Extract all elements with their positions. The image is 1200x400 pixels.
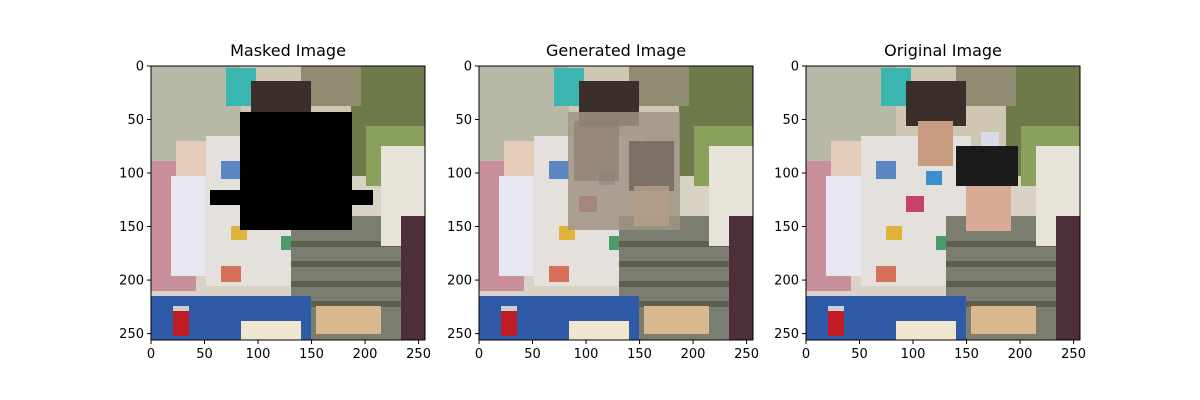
panel-masked — [151, 66, 425, 340]
x-tick-label-original-5: 250 — [1061, 347, 1086, 362]
panel-title-generated: Generated Image — [546, 41, 686, 60]
original-photo — [806, 66, 1080, 340]
panel-generated — [479, 66, 753, 340]
x-tick-label-generated-1: 50 — [524, 347, 541, 362]
y-tick-label-original-5: 250 — [774, 327, 799, 342]
mask-block — [240, 112, 352, 230]
x-tick-label-masked-1: 50 — [196, 347, 213, 362]
x-tick-label-masked-5: 250 — [406, 347, 431, 362]
y-tick-label-generated-0: 0 — [464, 60, 472, 75]
y-tick-label-generated-3: 150 — [447, 220, 472, 235]
x-tick-label-original-0: 0 — [802, 347, 810, 362]
x-tick-label-masked-3: 150 — [299, 347, 324, 362]
y-tick-label-masked-1: 50 — [127, 113, 144, 128]
x-tick-label-masked-0: 0 — [147, 347, 155, 362]
y-tick-label-original-2: 100 — [774, 167, 799, 182]
x-tick-label-original-1: 50 — [851, 347, 868, 362]
x-tick-label-generated-2: 100 — [574, 347, 599, 362]
axes-frame-generated — [478, 65, 754, 341]
panel-original — [806, 66, 1080, 340]
mask-bar — [210, 190, 373, 205]
y-tick-label-generated-1: 50 — [455, 113, 472, 128]
y-tick-label-masked-2: 100 — [119, 167, 144, 182]
axes-frame-masked — [150, 65, 426, 341]
x-tick-label-original-3: 150 — [954, 347, 979, 362]
panel-title-original: Original Image — [884, 41, 1002, 60]
x-tick-label-masked-4: 200 — [353, 347, 378, 362]
x-tick-label-masked-2: 100 — [246, 347, 271, 362]
x-tick-label-generated-4: 200 — [681, 347, 706, 362]
y-tick-label-masked-0: 0 — [136, 60, 144, 75]
y-tick-label-generated-5: 250 — [447, 327, 472, 342]
x-tick-label-original-2: 100 — [901, 347, 926, 362]
y-tick-label-masked-5: 250 — [119, 327, 144, 342]
y-tick-label-generated-4: 200 — [447, 274, 472, 289]
x-tick-label-generated-0: 0 — [475, 347, 483, 362]
y-tick-label-original-1: 50 — [782, 113, 799, 128]
y-tick-label-generated-2: 100 — [447, 167, 472, 182]
panel-title-masked: Masked Image — [230, 41, 346, 60]
y-tick-label-original-0: 0 — [791, 60, 799, 75]
x-tick-label-generated-3: 150 — [627, 347, 652, 362]
x-tick-label-original-4: 200 — [1008, 347, 1033, 362]
axes-frame-original — [805, 65, 1081, 341]
y-tick-label-original-3: 150 — [774, 220, 799, 235]
y-tick-label-masked-3: 150 — [119, 220, 144, 235]
y-tick-label-original-4: 200 — [774, 274, 799, 289]
x-tick-label-generated-5: 250 — [734, 347, 759, 362]
y-tick-label-masked-4: 200 — [119, 274, 144, 289]
